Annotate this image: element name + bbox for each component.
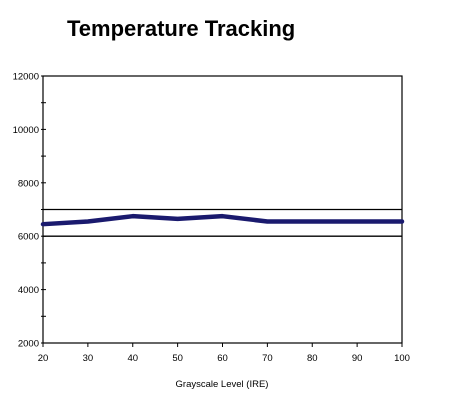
y-tick-label: 8000	[18, 178, 39, 189]
y-tick-label: 2000	[18, 339, 39, 350]
x-tick-label: 60	[217, 353, 228, 364]
x-tick-label: 30	[83, 353, 94, 364]
chart-title: Temperature Tracking	[67, 16, 296, 41]
x-tick-label: 50	[172, 353, 183, 364]
x-tick-label: 100	[394, 353, 410, 364]
series-line	[40, 213, 405, 227]
y-tick-label: 6000	[18, 232, 39, 243]
y-tick-label: 12000	[13, 72, 39, 83]
x-tick-label: 90	[352, 353, 363, 364]
x-tick-label: 80	[307, 353, 318, 364]
x-tick-label: 70	[262, 353, 273, 364]
x-tick-label: 20	[38, 353, 49, 364]
y-tick-label: 10000	[13, 125, 39, 136]
y-tick-label: 4000	[18, 285, 39, 296]
x-tick-label: 40	[127, 353, 138, 364]
x-axis-label: Grayscale Level (IRE)	[176, 379, 269, 390]
